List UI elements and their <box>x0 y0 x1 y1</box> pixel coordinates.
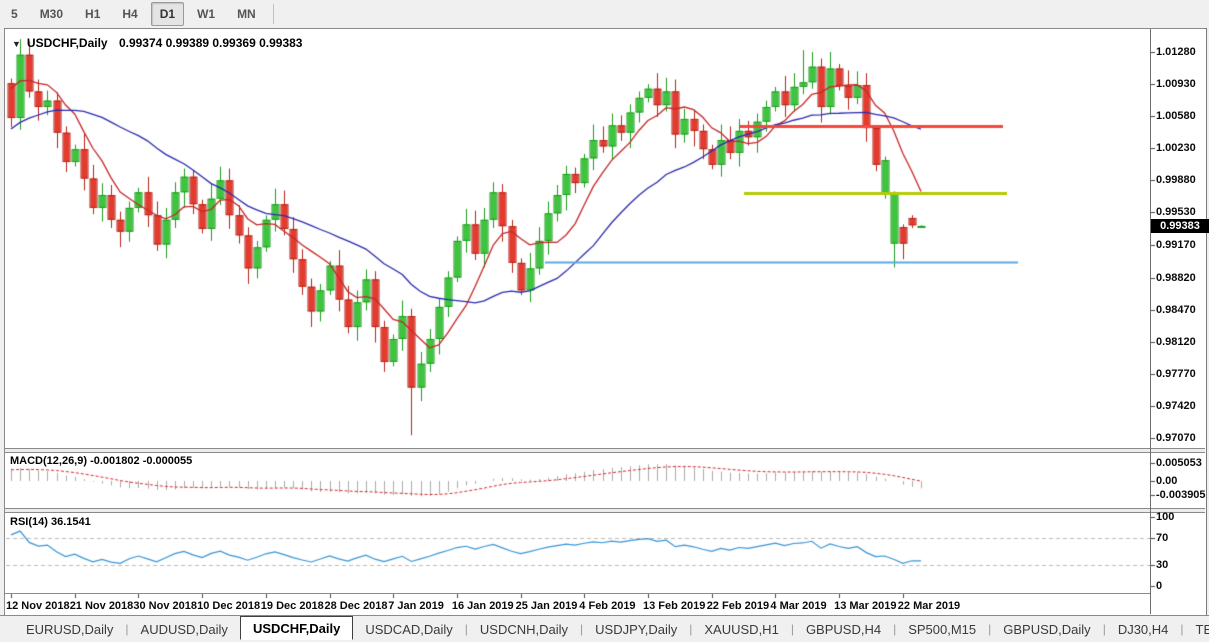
tab-dj30-h4[interactable]: DJ30,H4 <box>1117 621 1169 637</box>
macd-axis-label: 0.00 <box>1156 475 1178 487</box>
price-axis-label: 0.97070 <box>1156 432 1196 444</box>
tab-usdcad-daily[interactable]: USDCAD,Daily <box>365 621 453 637</box>
price-axis-label: 0.98120 <box>1156 335 1196 348</box>
price-axis-label: 0.97770 <box>1156 367 1196 380</box>
pane-splitter-rsi[interactable] <box>5 508 1205 513</box>
price-axis-label: 1.00930 <box>1156 78 1196 91</box>
macd-axis-label: -0.003905 <box>1156 488 1206 501</box>
rsi-value: 36.1541 <box>50 516 91 528</box>
tab-tech100-h1[interactable]: TECH100,H1 <box>1195 621 1209 637</box>
chart-dropdown-icon[interactable]: ▼ <box>12 39 21 49</box>
date-axis-label: 30 Nov 2018 <box>133 600 197 612</box>
price-axis-label: 1.00580 <box>1156 110 1196 123</box>
date-axis-label: 21 Nov 2018 <box>69 600 134 612</box>
date-axis-label: 28 Dec 2018 <box>324 600 388 612</box>
macd-axis-label: 0.005053 <box>1156 457 1202 469</box>
price-axis-label: 0.98820 <box>1156 271 1196 284</box>
price-axis-label: 0.99880 <box>1156 174 1196 187</box>
price-axis-label: 1.00230 <box>1156 142 1196 155</box>
tab-separator: | <box>790 622 794 636</box>
date-axis-label: 4 Feb 2019 <box>579 600 636 612</box>
macd-signal-value: -0.000055 <box>142 455 193 467</box>
symbol-tab-bar: EURUSD,Daily | AUDUSD,Daily USDCHF,Daily USD… <box>0 615 1209 642</box>
tab-separator: | <box>464 622 468 636</box>
date-axis-label: 25 Jan 2019 <box>515 600 578 612</box>
tab-separator: | <box>689 622 693 636</box>
price-axis-label: 0.99530 <box>1156 206 1196 219</box>
tab-xauusd-h1[interactable]: XAUUSD,H1 <box>704 621 779 637</box>
rsi-name: RSI(14) <box>10 516 48 528</box>
pane-splitter-macd[interactable] <box>5 448 1205 453</box>
current-price-badge: 0.99383 <box>1151 218 1209 233</box>
rsi-axis-label: 70 <box>1156 531 1169 544</box>
tab-separator: | <box>1102 622 1106 636</box>
rsi-axis-label: 100 <box>1156 511 1175 523</box>
price-axis-label: 0.99170 <box>1156 239 1196 252</box>
tab-separator: | <box>1180 622 1184 636</box>
tab-usdjpy-daily[interactable]: USDJPY,Daily <box>595 621 678 637</box>
date-axis-label: 13 Feb 2019 <box>643 600 706 612</box>
date-axis-label: 22 Feb 2019 <box>706 600 770 612</box>
date-axis-label: 7 Jan 2019 <box>388 600 444 612</box>
chart-title: ▼ USDCHF,Daily 0.99374 0.99389 0.99369 0.… <box>12 36 302 50</box>
tab-separator: | <box>580 622 584 636</box>
tab-usdchf-daily[interactable]: USDCHF,Daily <box>239 616 354 640</box>
price-axis-label: 1.01280 <box>1156 46 1196 58</box>
tab-sp500-m15[interactable]: SP500,M15 <box>908 621 977 637</box>
date-axis-label: 19 Dec 2018 <box>260 600 324 612</box>
macd-name: MACD(12,26,9) <box>10 455 88 467</box>
tab-separator: | <box>988 622 992 636</box>
rsi-axis-label: 0 <box>1156 580 1163 592</box>
macd-main-value: -0.001802 <box>90 455 140 467</box>
date-axis-label: 10 Dec 2018 <box>197 600 261 612</box>
date-axis-label: 12 Nov 2018 <box>6 600 70 612</box>
price-axis-label: 0.98470 <box>1156 303 1196 316</box>
tab-separator: | <box>893 622 897 636</box>
rsi-pane-border <box>5 593 1150 594</box>
chart-symbol-label: USDCHF,Daily <box>26 36 108 50</box>
rsi-label: RSI(14) 36.1541 <box>10 516 91 528</box>
date-axis-label: 13 Mar 2019 <box>834 600 897 612</box>
date-axis-label: 16 Jan 2019 <box>451 600 514 612</box>
date-axis-label: 22 Mar 2019 <box>897 600 961 612</box>
tab-gbpusd-daily[interactable]: GBPUSD,Daily <box>1003 621 1091 637</box>
date-axis-label: 4 Mar 2019 <box>770 600 827 612</box>
tab-eurusd-daily[interactable]: EURUSD,Daily <box>26 621 114 637</box>
tab-usdcnh-daily[interactable]: USDCNH,Daily <box>479 621 569 637</box>
chart-ohlc-values: 0.99374 0.99389 0.99369 0.99383 <box>118 36 303 50</box>
tab-separator: | <box>125 622 129 636</box>
rsi-axis-label: 30 <box>1156 559 1169 572</box>
tab-gbpusd-h4[interactable]: GBPUSD,H4 <box>805 621 882 637</box>
macd-label: MACD(12,26,9) -0.001802 -0.000055 <box>10 455 192 467</box>
price-axis-border <box>1150 29 1151 614</box>
tab-audusd-daily[interactable]: AUDUSD,Daily <box>140 621 228 637</box>
price-axis-label: 0.97420 <box>1156 399 1196 412</box>
